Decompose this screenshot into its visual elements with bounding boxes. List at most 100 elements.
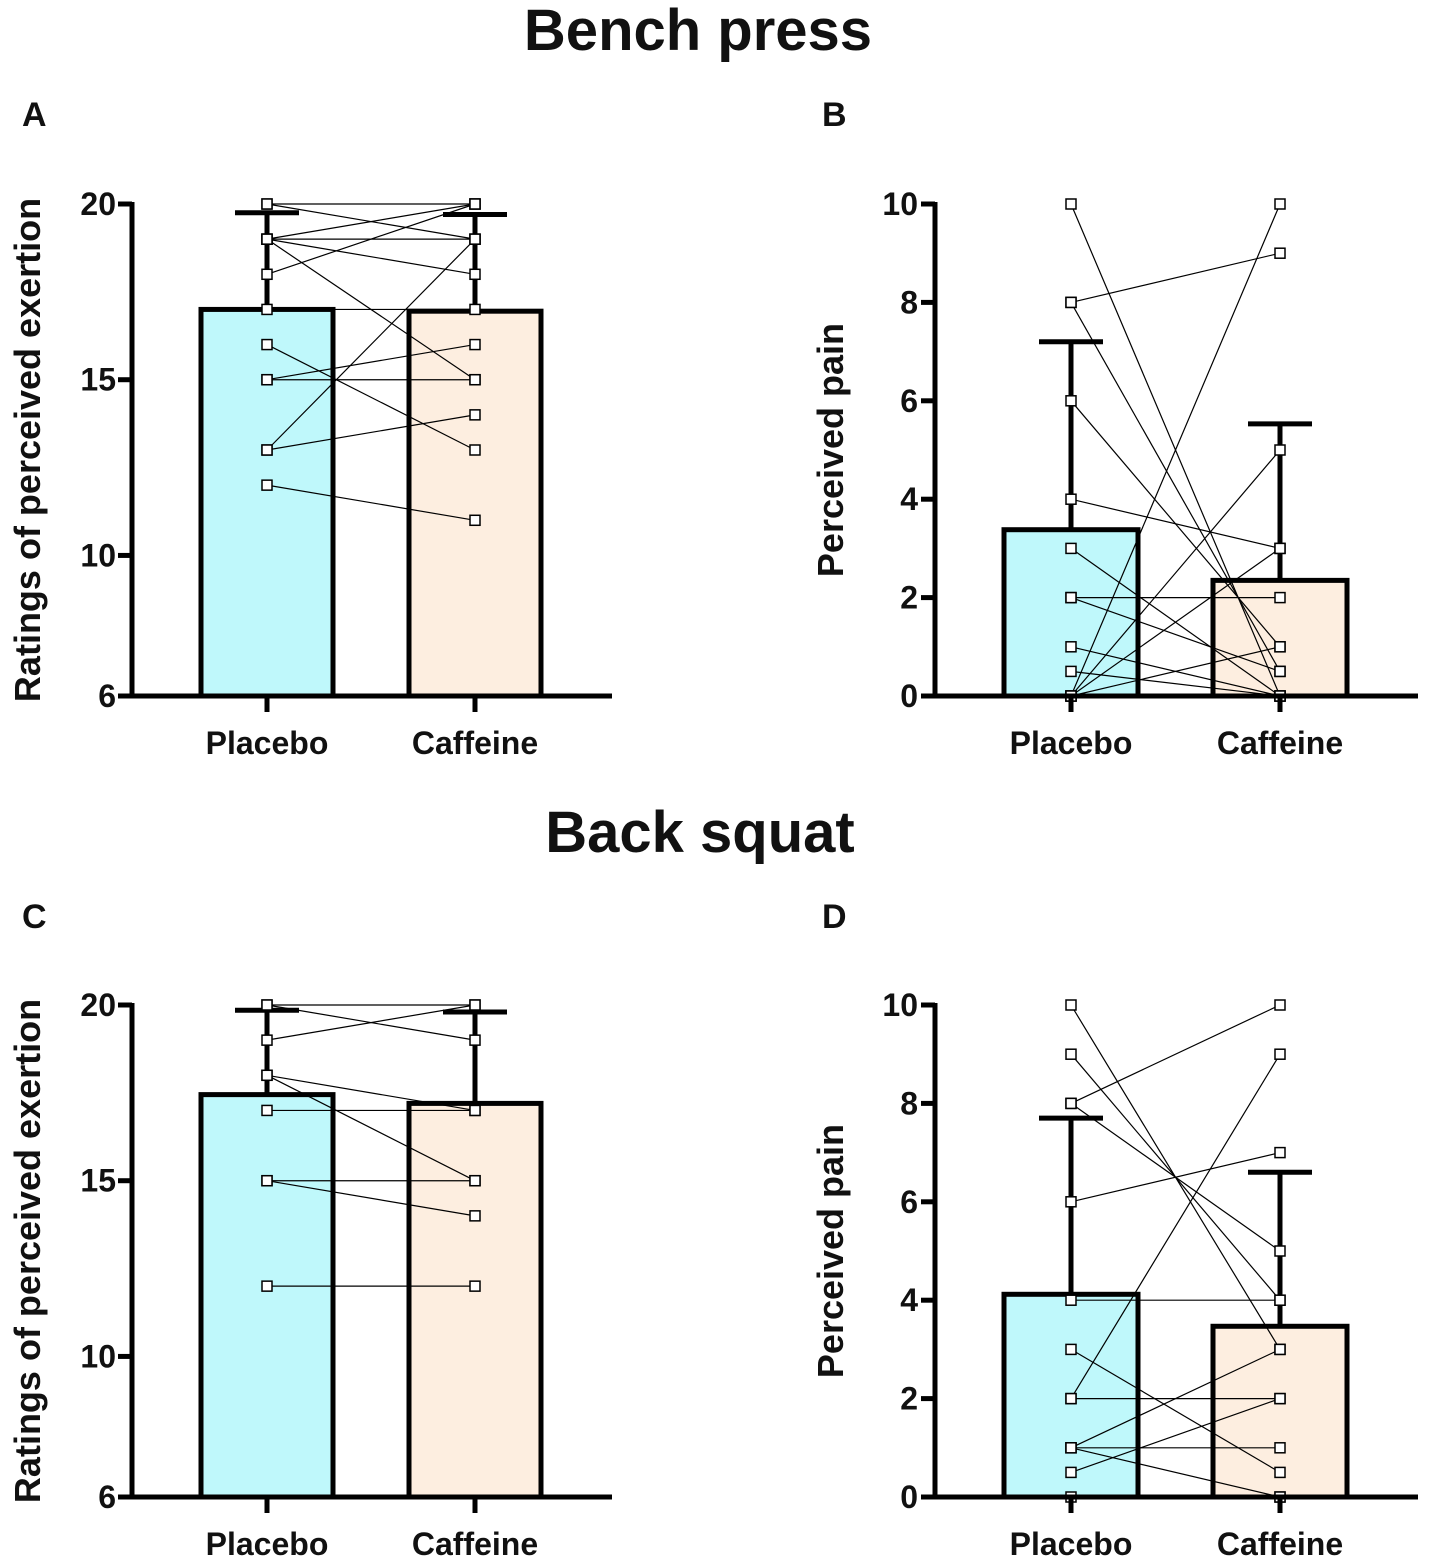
- data-point: [469, 373, 481, 386]
- paired-line: [1070, 302, 1281, 672]
- y-tick-label: 10: [80, 1338, 116, 1374]
- data-point: [469, 1174, 481, 1187]
- data-point: [1274, 247, 1286, 259]
- paired-line: [1070, 1004, 1281, 1104]
- data-point: [261, 373, 273, 386]
- paired-line: [1070, 597, 1281, 672]
- paired-line: [1070, 449, 1281, 697]
- paired-line: [266, 1180, 476, 1217]
- x-tick-label-caffeine: Caffeine: [412, 1526, 538, 1562]
- data-point: [1274, 1048, 1286, 1060]
- panel-letter: B: [822, 96, 847, 134]
- bar-placebo: [198, 306, 336, 699]
- data-point: [1065, 1442, 1077, 1454]
- y-tick-label: 20: [80, 987, 116, 1023]
- paired-line: [1070, 1348, 1281, 1449]
- y-tick-label: 8: [900, 1085, 918, 1121]
- data-point: [469, 338, 481, 351]
- y-axis-title: Perceived pain: [810, 323, 851, 577]
- y-tick-label: 20: [80, 186, 116, 222]
- data-point: [261, 268, 273, 281]
- paired-line: [266, 484, 476, 521]
- data-point: [1274, 665, 1286, 678]
- bar-caffeine: [406, 308, 544, 699]
- data-point: [469, 268, 481, 281]
- data-point: [1274, 999, 1286, 1011]
- paired-line: [266, 238, 476, 275]
- x-tick-label-caffeine: Caffeine: [1217, 725, 1343, 761]
- y-tick-label: 4: [900, 1282, 918, 1318]
- x-tick-label-placebo: Placebo: [206, 1526, 329, 1562]
- data-point: [261, 479, 273, 491]
- x-tick-label-placebo: Placebo: [1010, 1526, 1133, 1562]
- data-point: [261, 198, 273, 210]
- data-point: [261, 999, 273, 1011]
- paired-line: [266, 344, 476, 451]
- y-axis-title: Ratings of perceived exertion: [7, 999, 48, 1503]
- data-point: [469, 999, 481, 1011]
- data-point: [1065, 395, 1077, 407]
- paired-line: [1070, 1348, 1281, 1473]
- data-point: [1274, 1146, 1286, 1159]
- paired-line: [1070, 1447, 1281, 1498]
- data-point: [1065, 493, 1077, 505]
- data-point: [469, 1034, 481, 1046]
- y-tick-label: 15: [80, 1163, 116, 1199]
- y-tick-label: 6: [98, 678, 116, 714]
- data-point: [1065, 1048, 1077, 1060]
- panel-letter: A: [22, 96, 47, 134]
- data-point: [469, 233, 481, 245]
- bar-caffeine: [406, 1100, 544, 1500]
- data-point: [1274, 444, 1286, 456]
- panel-D: D Perceived pain 0 2 4 6 8 10 Placebo Caffeine: [810, 898, 1418, 1562]
- data-point: [1274, 1343, 1286, 1356]
- data-point: [1065, 591, 1077, 604]
- paired-line: [1070, 670, 1281, 697]
- data-point: [1065, 665, 1077, 678]
- data-point: [261, 1069, 273, 1082]
- data-point: [1065, 1097, 1077, 1110]
- data-point: [1274, 198, 1286, 210]
- x-tick-label-caffeine: Caffeine: [1217, 1526, 1343, 1562]
- y-tick-label: 0: [900, 678, 918, 714]
- data-point: [261, 338, 273, 351]
- panel-letter: D: [822, 898, 847, 936]
- x-tick-label-caffeine: Caffeine: [412, 725, 538, 761]
- y-tick-label: 2: [900, 580, 918, 616]
- data-point: [1065, 1343, 1077, 1356]
- y-tick-label: 10: [882, 186, 918, 222]
- data-point: [1274, 1442, 1286, 1454]
- paired-line: [1070, 547, 1281, 697]
- data-point: [261, 1174, 273, 1187]
- data-point: [1274, 1466, 1286, 1479]
- data-point: [1274, 591, 1286, 604]
- x-tick-label-placebo: Placebo: [206, 725, 329, 761]
- y-tick-label: 2: [900, 1381, 918, 1417]
- data-point: [261, 233, 273, 245]
- data-point: [469, 303, 481, 316]
- data-point: [1065, 1294, 1077, 1306]
- paired-line: [266, 203, 476, 275]
- x-tick-label-placebo: Placebo: [1010, 725, 1133, 761]
- data-point: [469, 409, 481, 421]
- paired-line: [1070, 203, 1281, 697]
- y-tick-label: 6: [900, 383, 918, 419]
- panel-A: A Ratings of perceived exertion 6 10 15 20 Pla…: [7, 96, 612, 761]
- panel-C: C Ratings of perceived exertion 6 10 15 20 Pla…: [7, 898, 612, 1562]
- data-point: [1065, 1196, 1077, 1208]
- data-point: [1274, 1245, 1286, 1257]
- y-tick-label: 15: [80, 362, 116, 398]
- y-tick-label: 8: [900, 284, 918, 320]
- data-point: [1065, 999, 1077, 1011]
- paired-line: [1070, 1053, 1281, 1399]
- bar-placebo: [198, 1092, 336, 1500]
- paired-line: [266, 1004, 476, 1041]
- paired-line: [1070, 498, 1281, 549]
- data-point: [261, 1034, 273, 1046]
- data-point: [1065, 641, 1077, 653]
- data-point: [261, 444, 273, 456]
- data-point: [1274, 641, 1286, 653]
- paired-line: [266, 238, 476, 451]
- paired-line: [1070, 646, 1281, 697]
